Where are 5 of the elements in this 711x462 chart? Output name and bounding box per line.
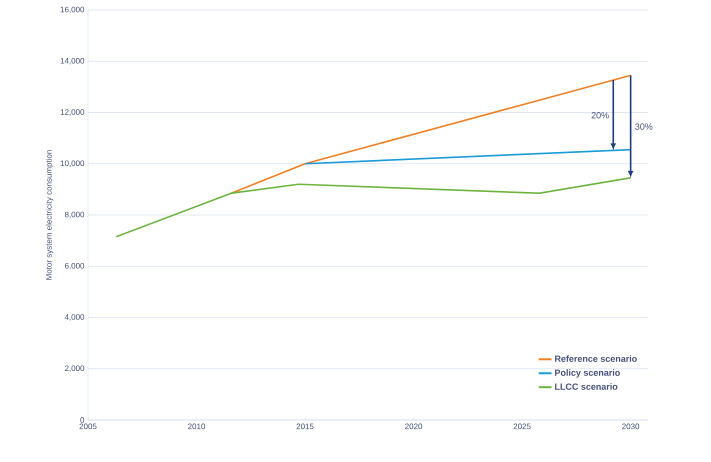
legend-label: Policy scenario <box>555 369 620 378</box>
legend-label: LLCC scenario <box>555 383 618 390</box>
legend-label: Reference scenario <box>555 355 637 362</box>
annotation: 20% <box>592 112 609 118</box>
annotation: 30% <box>635 123 652 130</box>
